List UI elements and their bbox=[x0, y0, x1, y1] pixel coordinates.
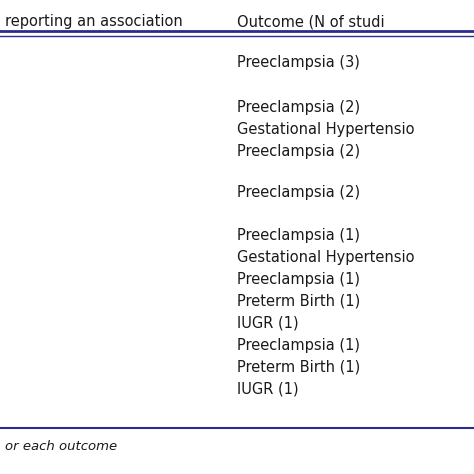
Text: Outcome (N of studi: Outcome (N of studi bbox=[237, 14, 384, 29]
Text: Preeclampsia (2): Preeclampsia (2) bbox=[237, 144, 360, 159]
Text: IUGR (1): IUGR (1) bbox=[237, 382, 299, 397]
Text: Preeclampsia (2): Preeclampsia (2) bbox=[237, 185, 360, 200]
Text: or each outcome: or each outcome bbox=[5, 440, 117, 453]
Text: Preterm Birth (1): Preterm Birth (1) bbox=[237, 294, 360, 309]
Text: Gestational Hypertensio: Gestational Hypertensio bbox=[237, 122, 414, 137]
Text: Preterm Birth (1): Preterm Birth (1) bbox=[237, 360, 360, 375]
Text: Preeclampsia (3): Preeclampsia (3) bbox=[237, 55, 360, 70]
Text: Gestational Hypertensio: Gestational Hypertensio bbox=[237, 250, 414, 265]
Text: Preeclampsia (1): Preeclampsia (1) bbox=[237, 228, 360, 243]
Text: Preeclampsia (1): Preeclampsia (1) bbox=[237, 272, 360, 287]
Text: reporting an association: reporting an association bbox=[5, 14, 183, 29]
Text: Preeclampsia (2): Preeclampsia (2) bbox=[237, 100, 360, 115]
Text: IUGR (1): IUGR (1) bbox=[237, 316, 299, 331]
Text: Preeclampsia (1): Preeclampsia (1) bbox=[237, 338, 360, 353]
